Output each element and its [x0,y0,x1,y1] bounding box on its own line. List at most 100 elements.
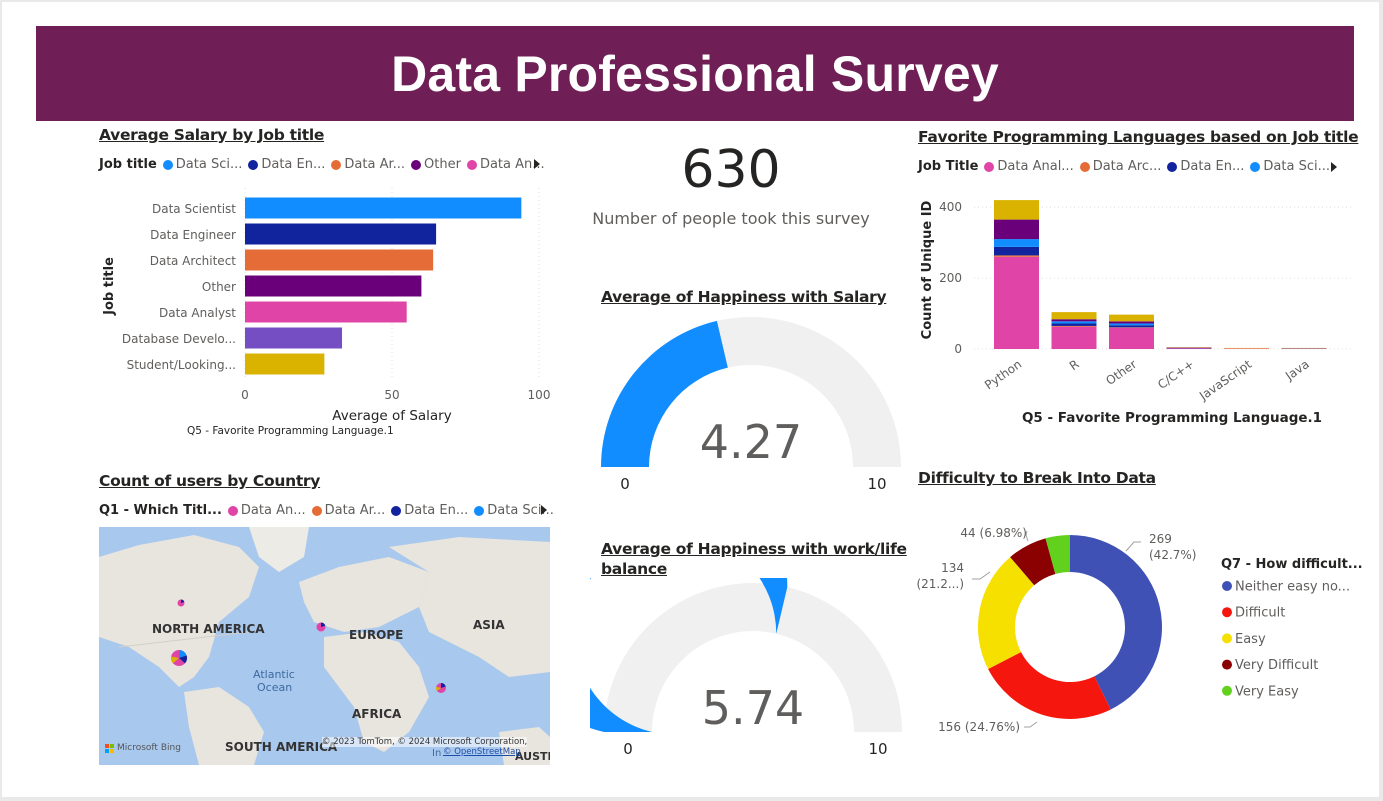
y-axis-title: Count of Unique ID [920,200,935,339]
legend-label: Data An... [240,503,306,518]
legend-label: Data Ar... [324,503,386,518]
land-asia [389,537,550,677]
stack-segment [1109,325,1154,328]
tick-label: 50 [384,388,399,402]
tick-label: 0 [241,388,249,402]
legend-dot-icon [1222,659,1232,670]
legend-next-arrow-icon[interactable] [541,505,547,515]
legend-label: Data En... [404,503,469,518]
land-north-america [99,535,259,687]
donut-slice [988,652,1111,719]
legend-item[interactable]: Data Arc... [1079,159,1161,174]
report-header: Data Professional Survey [36,26,1354,121]
category-label: Student/Looking... [127,358,236,372]
legend-item[interactable]: Data Sci... [474,503,554,518]
land-greenland [249,527,309,572]
legend-item[interactable]: Data En... [248,157,325,172]
legend-item[interactable]: Data En... [391,503,468,518]
stack-segment [1109,314,1154,322]
land-africa [324,632,429,752]
bar [245,223,437,245]
map-marker-india [436,683,446,693]
legend-dot-icon [411,159,422,170]
category-label: JavaScript [1196,357,1254,404]
map-marker-canada [177,599,185,607]
legend-item[interactable]: Data Ar... [331,157,405,172]
legend-item[interactable]: Data An... [466,157,545,172]
legend-label: Very Easy [1235,684,1299,699]
category-label: Other [202,280,236,294]
legend-dot-icon [984,161,995,172]
legend-dot-icon [391,505,402,516]
gauge-salary: 4.27 0 10 [601,317,901,493]
difficulty-chart-title: Difficulty to Break Into Data [918,469,1156,487]
stack-segment [1166,348,1212,349]
stack-segment [994,246,1039,256]
category-label: Python [982,357,1024,392]
legend-item[interactable]: Other [411,157,461,172]
stack-segment [1051,323,1097,326]
donut-slice [1070,535,1162,710]
legend-label: Data An... [479,157,545,172]
legend-dot-icon [331,159,342,170]
legend-item[interactable]: Data En... [1167,159,1244,174]
legend-dot-icon [1222,633,1232,644]
gauge-max: 10 [867,475,886,493]
legend-label: Very Difficult [1235,658,1318,673]
overlapped-label: Q5 - Favorite Programming Language.1 [187,425,394,437]
gauge-fill [601,320,728,467]
legend-dot-icon [1250,161,1261,172]
legend-title: Q1 - Which Titl... [99,503,222,518]
legend-item[interactable]: Data An... [227,503,306,518]
legend-label: Data Sci... [487,503,554,518]
category-label: Data Analyst [159,306,236,320]
stack-segment [1051,321,1097,324]
leader-line [1025,530,1029,542]
survey-count-label: Number of people took this survey [592,209,870,228]
tick-label: 400 [939,200,962,214]
stack-segment [994,239,1039,247]
leader-line [1125,541,1141,552]
legend-next-arrow-icon[interactable] [1331,162,1337,172]
legend-item[interactable]: Data Anal... [984,159,1074,174]
world-map[interactable]: NORTH AMERICA EUROPE ASIA AFRICA SOUTH A… [99,527,550,765]
land-south-america [184,687,264,765]
osm-link[interactable]: © OpenStreetMap [443,747,521,757]
data-label: (21.2...) [916,577,964,591]
bar [245,353,325,375]
data-label: 156 (24.76%) [938,720,1020,734]
gauge-max: 10 [868,740,887,758]
bar [245,275,422,297]
land-europe [299,557,429,632]
gauge-worklife-title: Average of Happiness with work/life [601,540,907,558]
map-label-north-america: NORTH AMERICA [152,622,265,636]
difficulty-donut-chart: 269 (42.7%) 156 (24.76%) 134 (21.2...) 44 (6.… [916,526,1362,734]
legend-item[interactable]: Data Sci... [162,157,242,172]
stack-segment [1109,323,1154,326]
legend-next-arrow-icon[interactable] [534,159,540,169]
bar [245,327,343,349]
map-legend: Q1 - Which Titl... Data An... Data Ar... D… [99,503,554,518]
legend-item[interactable]: Data Ar... [311,503,386,518]
legend-label: Data Ar... [344,157,406,172]
salary-bar-chart: Data Scientist Data Engineer Data Architec… [102,188,551,437]
legend-dot-icon [1167,161,1178,172]
map-label-atlantic: Atlantic [253,668,295,681]
survey-count-value: 630 [681,140,781,200]
map-label-asia: ASIA [473,618,505,632]
legend-label: Other [424,157,461,172]
tick-label: 0 [954,342,962,356]
salary-chart-legend: Job title Data Sci... Data En... Data Ar..… [99,157,545,172]
data-label: 44 (6.98%) [960,526,1027,540]
legend-dot-icon [1079,161,1090,172]
gauge-worklife-title-line2: balance [601,560,667,578]
legend-item[interactable]: Data Sci... [1250,159,1330,174]
legend-label: Data En... [1180,159,1245,174]
category-label: Data Architect [150,254,237,268]
legend-label: Data Anal... [997,159,1074,174]
tick-label: 100 [528,388,551,402]
y-axis-title: Job title [102,257,117,316]
leader-line [972,571,991,580]
stack-segment [994,219,1039,240]
x-axis-title: Average of Salary [332,408,451,424]
